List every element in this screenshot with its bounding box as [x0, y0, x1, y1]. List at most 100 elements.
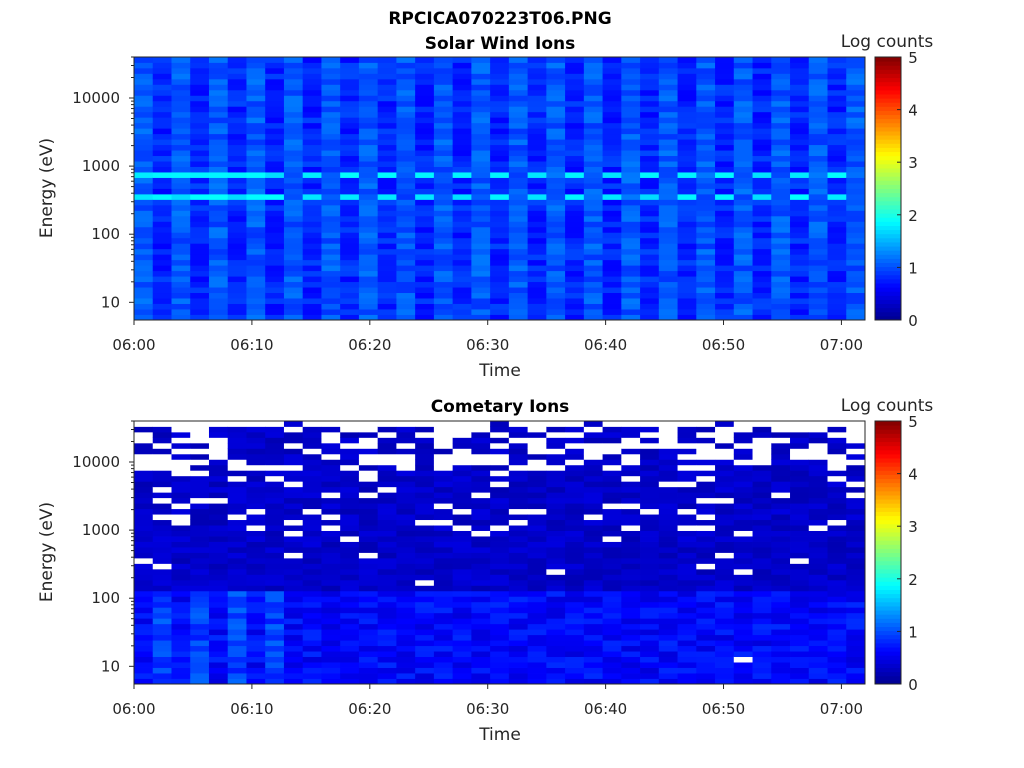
heatmap-cell	[846, 645, 866, 652]
heatmap-cell	[490, 199, 510, 206]
heatmap-cell	[265, 519, 285, 526]
heatmap-cell	[358, 155, 379, 162]
heatmap-cell	[640, 651, 660, 658]
heatmap-cell	[452, 585, 472, 592]
heatmap-cell	[283, 155, 304, 162]
y-tick-label: 1000	[82, 521, 120, 539]
heatmap-cell	[452, 645, 472, 652]
heatmap-cell	[134, 210, 154, 217]
heatmap-cell	[358, 607, 379, 614]
heatmap-cell	[340, 525, 360, 531]
heatmap-cell	[283, 193, 304, 200]
heatmap-cell	[152, 596, 172, 603]
heatmap-cell	[227, 89, 247, 96]
heatmap-cell	[321, 519, 341, 526]
heatmap-cell	[302, 442, 322, 449]
heatmap-cell	[208, 67, 229, 74]
heatmap-cell	[340, 133, 360, 140]
heatmap-cell	[283, 281, 304, 288]
heatmap-cell	[208, 100, 229, 107]
heatmap-cell	[190, 248, 210, 255]
heatmap-cell	[452, 128, 472, 135]
heatmap-cell	[527, 618, 547, 625]
heatmap-cell	[152, 139, 172, 146]
heatmap-cell	[265, 629, 285, 636]
heatmap-cell	[358, 421, 379, 427]
heatmap-cell	[827, 243, 847, 250]
heatmap-cell	[621, 221, 641, 228]
heatmap-cell	[302, 193, 322, 200]
heatmap-cell	[677, 204, 697, 211]
heatmap-cell	[208, 530, 229, 537]
heatmap-cell	[508, 673, 529, 679]
heatmap-cell	[715, 128, 735, 135]
heatmap-cell	[171, 237, 191, 244]
heatmap-cell	[733, 667, 753, 674]
heatmap-cell	[640, 667, 660, 674]
heatmap-cell	[340, 453, 360, 460]
heatmap-cell	[452, 640, 472, 647]
heatmap-cell	[508, 287, 529, 294]
heatmap-cell	[546, 563, 566, 570]
heatmap-cell	[433, 133, 454, 140]
heatmap-cell	[583, 199, 603, 206]
heatmap-cell	[396, 640, 416, 647]
heatmap-cell	[771, 215, 791, 222]
heatmap-cell	[827, 547, 847, 553]
heatmap-cell	[340, 437, 360, 444]
heatmap-cell	[827, 607, 847, 614]
heatmap-cell	[208, 442, 229, 449]
heatmap-cell	[433, 459, 454, 466]
heatmap-cell	[452, 579, 472, 586]
heatmap-cell	[583, 100, 603, 107]
heatmap-cell	[340, 243, 360, 250]
heatmap-cell	[340, 497, 360, 504]
heatmap-cell	[715, 563, 735, 570]
heatmap-cell	[415, 519, 435, 526]
heatmap-cell	[583, 161, 603, 167]
heatmap-cell	[471, 530, 491, 537]
heatmap-cell	[171, 421, 191, 427]
heatmap-cell	[283, 421, 304, 427]
heatmap-cell	[471, 623, 491, 630]
heatmap-cell	[415, 199, 435, 206]
heatmap-cell	[827, 161, 847, 167]
heatmap-cell	[827, 281, 847, 288]
heatmap-cell	[733, 292, 753, 299]
heatmap-cell	[283, 514, 304, 521]
heatmap-cell	[377, 193, 397, 200]
heatmap-cell	[433, 155, 454, 162]
heatmap-cell	[490, 254, 510, 261]
heatmap-cell	[321, 618, 341, 625]
heatmap-cell	[415, 183, 435, 189]
heatmap-cell	[565, 57, 585, 63]
heatmap-cell	[658, 464, 678, 471]
heatmap-cell	[433, 530, 454, 537]
heatmap-cell	[415, 492, 435, 499]
heatmap-cell	[208, 303, 229, 310]
heatmap-cell	[583, 514, 603, 521]
heatmap-cell	[265, 442, 285, 449]
heatmap-cell	[846, 656, 866, 663]
heatmap-cell	[733, 78, 753, 85]
heatmap-cell	[565, 459, 585, 466]
heatmap-cell	[321, 193, 341, 200]
heatmap-cell	[546, 437, 566, 444]
heatmap-cell	[340, 662, 360, 668]
heatmap-cell	[546, 226, 566, 233]
heatmap-cell	[208, 459, 229, 466]
heatmap-cell	[433, 442, 454, 449]
heatmap-cell	[452, 100, 472, 107]
heatmap-cell	[415, 215, 435, 222]
colorbar-segment	[875, 311, 901, 317]
heatmap-cell	[134, 133, 154, 140]
heatmap-cell	[640, 199, 660, 206]
heatmap-cell	[565, 314, 585, 321]
heatmap-cell	[340, 640, 360, 647]
heatmap-cell	[152, 254, 172, 261]
heatmap-cell	[508, 640, 529, 647]
heatmap-cell	[471, 84, 491, 91]
heatmap-cell	[471, 133, 491, 140]
heatmap-cell	[733, 89, 753, 96]
heatmap-cell	[602, 596, 622, 603]
